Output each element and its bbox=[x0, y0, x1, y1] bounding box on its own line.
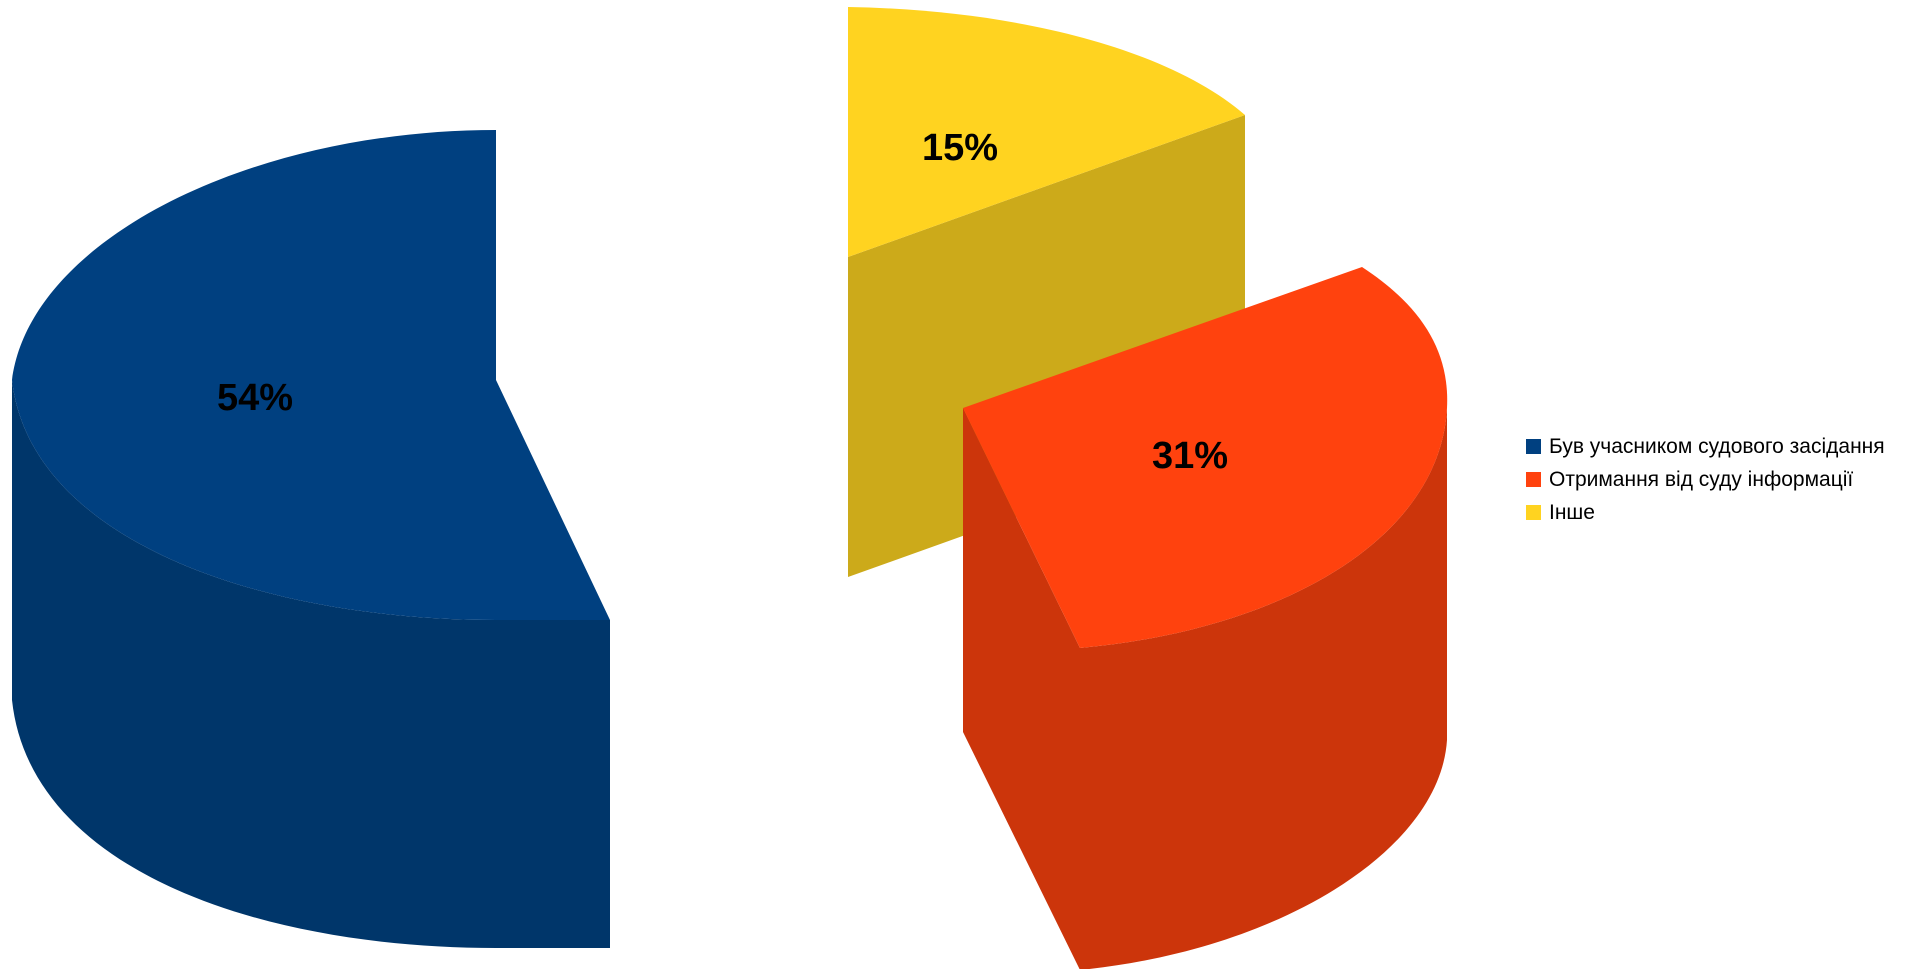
chart-legend: Був учасником судового засідання Отриман… bbox=[1526, 430, 1885, 529]
pie-slice-2: 31% bbox=[963, 267, 1448, 969]
pie-slice-1-top bbox=[12, 130, 610, 620]
pie-slice-3-top bbox=[848, 7, 1245, 257]
pie-slice-1-label: 54% bbox=[217, 377, 293, 419]
pie-slice-1: 54% bbox=[12, 130, 610, 948]
pie-slice-1-side bbox=[12, 380, 610, 948]
pie-slice-3-label: 15% bbox=[922, 127, 998, 169]
legend-label-2: Отримання від суду інформації bbox=[1549, 467, 1854, 491]
legend-label-3: Інше bbox=[1549, 500, 1595, 524]
legend-label-1: Був учасником судового засідання bbox=[1549, 434, 1885, 458]
pie-slice-2-side bbox=[963, 408, 1447, 969]
pie-slice-2-label: 31% bbox=[1152, 435, 1228, 477]
legend-item-2: Отримання від суду інформації bbox=[1526, 463, 1885, 496]
pie-slice-2-top bbox=[963, 267, 1448, 648]
pie-slice-1-side-front bbox=[496, 620, 610, 948]
legend-item-3: Інше bbox=[1526, 496, 1885, 529]
legend-item-1: Був учасником судового засідання bbox=[1526, 430, 1885, 463]
legend-swatch-2 bbox=[1526, 472, 1541, 487]
legend-swatch-1 bbox=[1526, 439, 1541, 454]
legend-swatch-3 bbox=[1526, 505, 1541, 520]
